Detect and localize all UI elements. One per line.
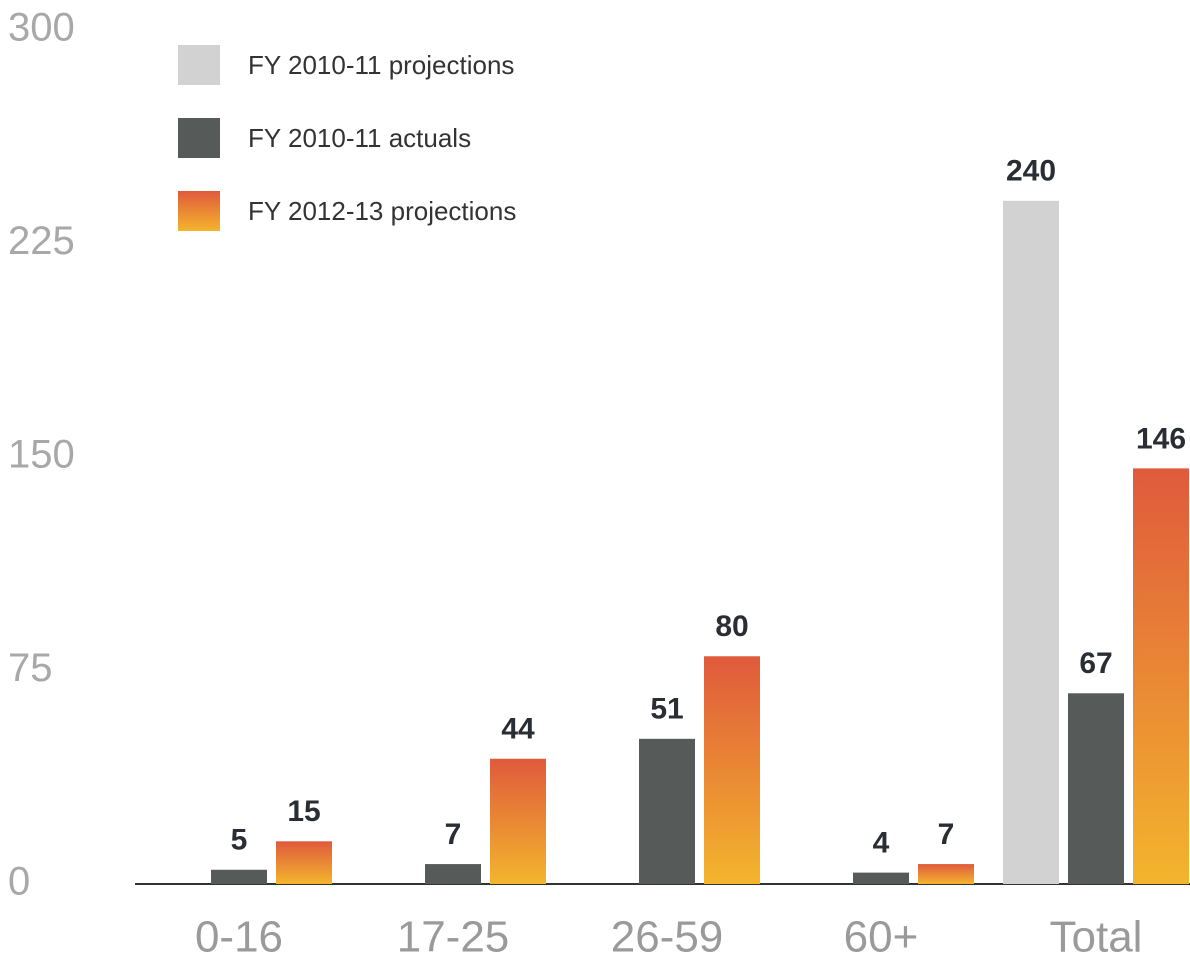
value-label: 146: [1136, 422, 1186, 455]
bar: [704, 656, 760, 884]
bar: [918, 864, 974, 884]
bar: [425, 864, 481, 884]
y-tick-label: 225: [8, 219, 75, 263]
y-tick-label: 75: [8, 646, 53, 690]
x-tick-label: 0-16: [195, 913, 283, 961]
x-tick-label: Total: [1050, 913, 1143, 961]
legend-swatch: [178, 191, 220, 231]
bar: [1068, 693, 1124, 884]
y-tick-label: 150: [8, 433, 75, 477]
value-label: 80: [715, 610, 748, 643]
bar: [853, 872, 909, 884]
value-label: 67: [1079, 647, 1112, 680]
bar: [1133, 468, 1189, 884]
legend-swatch: [178, 45, 220, 85]
bar: [1003, 200, 1059, 885]
legend-label: FY 2010-11 projections: [248, 50, 514, 80]
legend-swatch: [178, 118, 220, 158]
value-label: 7: [445, 818, 462, 851]
bar: [276, 841, 332, 884]
y-tick-label: 300: [8, 6, 75, 50]
value-label: 240: [1006, 155, 1056, 188]
bar: [639, 738, 695, 884]
value-label: 7: [938, 818, 955, 851]
x-tick-label: 26-59: [611, 913, 724, 961]
y-tick-label: 0: [8, 860, 30, 904]
bar: [211, 869, 267, 884]
legend-label: FY 2010-11 actuals: [248, 123, 471, 153]
value-label: 4: [873, 827, 890, 860]
value-label: 5: [231, 824, 248, 857]
bar: [490, 758, 546, 884]
legend-label: FY 2012-13 projections: [248, 196, 516, 226]
x-tick-label: 60+: [844, 913, 919, 961]
value-label: 15: [287, 795, 320, 828]
value-label: 51: [650, 693, 683, 726]
x-tick-label: 17-25: [397, 913, 510, 961]
value-label: 44: [501, 713, 535, 746]
